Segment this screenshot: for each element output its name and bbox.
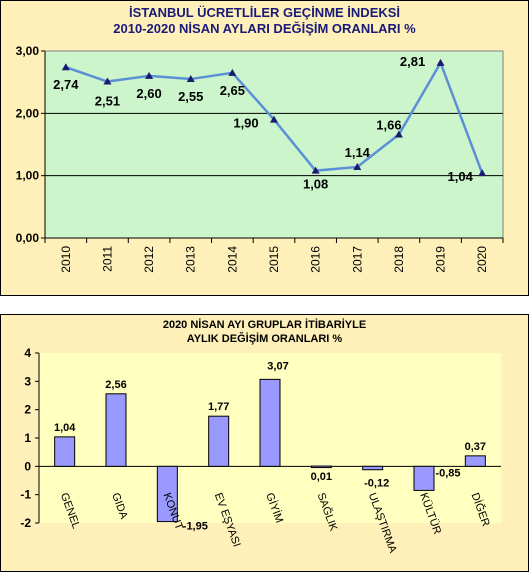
y-tick-label: 0,00 [16,231,40,245]
data-label: 1,66 [376,118,401,133]
data-label: 1,90 [233,116,258,131]
x-tick-label: 2012 [142,246,156,273]
y-tick-label: -2 [20,516,31,530]
y-tick-label: 2,00 [16,106,40,120]
data-label: 1,77 [208,401,229,413]
bar [259,378,281,467]
line-chart-title-line2: 2010-2020 NİSAN AYLARI DEĞİŞİM ORANLARI … [113,21,416,36]
data-point-marker [436,58,445,66]
data-label: 2,56 [105,379,126,391]
data-label: -1,95 [183,521,208,533]
x-tick-label: 2020 [475,246,489,273]
x-tick-label: 2015 [267,246,281,273]
bar [208,415,230,467]
data-label: 1,04 [54,422,76,434]
data-label: 2,51 [95,94,120,109]
bar [156,465,178,523]
x-tick-label: 2013 [184,246,198,273]
data-label: 1,08 [303,177,328,192]
bar [105,393,127,467]
y-tick-label: 1,00 [16,169,40,183]
data-point-marker [228,68,237,76]
x-tick-label: 2011 [100,246,114,272]
x-tick-label: 2014 [225,246,239,273]
bar-chart-panel: 2020 NİSAN AYI GRUPLAR İTİBARİYLE AYLIK … [0,314,529,572]
data-label: 2,81 [400,54,425,69]
y-tick-label: 0 [24,459,31,473]
data-point-marker [270,115,278,123]
bar [310,465,332,469]
bar-chart-title-line2: AYLIK DEĞİŞİM ORANLARI % [186,333,343,345]
y-tick-label: 3,00 [16,44,40,58]
data-label: -0,12 [364,477,389,489]
data-label: 1,14 [345,145,371,160]
data-label: 3,07 [267,360,288,372]
line-chart-svg: 0,00 1,00 2,00 3,00 2010 2011 2012 2013 2014 2015… [16,44,504,273]
line-chart-title-line1: İSTANBUL ÜCRETLİLER GEÇİNME İNDEKSİ [128,5,401,20]
y-tick-label: -1 [20,488,31,502]
data-point-marker [61,63,70,71]
data-point-marker [394,130,403,138]
data-label: 2,65 [220,83,245,98]
y-tick-label: 2 [24,403,31,417]
x-tick-label: 2018 [392,246,406,273]
x-tick-label: 2010 [59,246,73,273]
line-chart-panel: İSTANBUL ÜCRETLİLER GEÇİNME İNDEKSİ 2010… [0,0,529,296]
bar [362,465,384,471]
x-tick-label: 2017 [350,246,364,273]
data-label: -0,85 [435,467,460,479]
x-tick-label: 2016 [309,246,323,273]
data-point-marker [311,166,320,174]
data-point-marker [186,75,195,83]
data-label: 2,55 [178,89,203,104]
x-tick-label: 2019 [434,246,448,273]
y-tick-label: 4 [24,346,31,360]
bar [413,465,435,491]
data-label: 2,74 [53,77,79,92]
bar [464,455,486,467]
data-point-marker [145,71,154,79]
plot-area [44,50,504,239]
data-point-marker [353,162,362,170]
data-label: 0,01 [311,471,332,483]
bar [54,436,76,467]
data-point-marker [103,77,112,85]
bar-chart-title-line1: 2020 NİSAN AYI GRUPLAR İTİBARİYLE [162,319,367,331]
data-point-marker [478,169,487,177]
bar-chart-svg: -2-1012341,04GENEL2,56GIDA-1,95KONUT1,77… [20,346,501,555]
y-tick-label: 3 [24,374,31,388]
data-label: 0,37 [465,441,486,453]
y-tick-label: 1 [24,431,31,445]
data-label: 1,04 [448,169,474,184]
data-label: 2,60 [136,86,161,101]
